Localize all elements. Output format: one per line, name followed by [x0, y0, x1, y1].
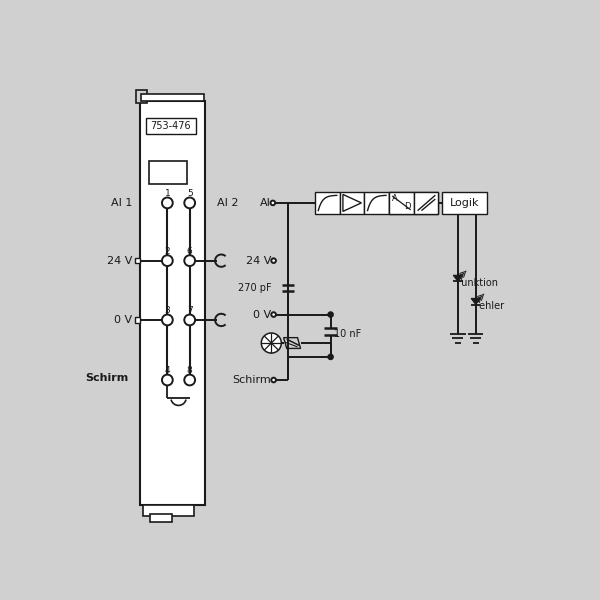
Circle shape	[262, 333, 281, 353]
Circle shape	[162, 314, 173, 325]
Text: 753-476: 753-476	[151, 121, 191, 131]
Bar	[149, 161, 187, 184]
Circle shape	[162, 197, 173, 208]
Circle shape	[328, 355, 333, 359]
Bar	[136, 91, 146, 103]
Text: 270 pF: 270 pF	[238, 283, 271, 293]
Text: A: A	[392, 194, 398, 203]
Bar	[135, 258, 140, 263]
Text: 0 V: 0 V	[253, 310, 271, 320]
Text: 5: 5	[187, 189, 193, 198]
Circle shape	[271, 312, 276, 317]
Bar	[260, 332, 282, 354]
Text: AI 2: AI 2	[217, 198, 239, 208]
Text: 3: 3	[164, 306, 170, 315]
Bar	[442, 192, 487, 214]
Text: 24 V: 24 V	[246, 256, 271, 266]
Circle shape	[271, 377, 276, 382]
Circle shape	[184, 197, 195, 208]
Polygon shape	[453, 275, 463, 281]
Circle shape	[184, 255, 195, 266]
Circle shape	[271, 259, 276, 263]
Text: 24 V: 24 V	[107, 256, 132, 266]
Bar	[140, 101, 205, 505]
Bar	[389, 192, 414, 214]
Text: 8: 8	[187, 366, 193, 375]
Circle shape	[162, 255, 173, 266]
Text: 4: 4	[164, 366, 170, 375]
Text: Logik: Logik	[450, 198, 479, 208]
Bar	[146, 118, 196, 134]
Text: D: D	[404, 202, 411, 211]
Bar	[143, 505, 194, 515]
Circle shape	[184, 374, 195, 385]
Circle shape	[271, 200, 275, 205]
Text: AI: AI	[260, 198, 271, 208]
Bar	[141, 94, 203, 101]
Circle shape	[328, 312, 333, 317]
Text: 7: 7	[187, 306, 193, 315]
Text: 1: 1	[164, 189, 170, 198]
Text: Funktion: Funktion	[457, 278, 499, 289]
Bar	[414, 192, 439, 214]
Text: Schirm: Schirm	[86, 373, 129, 383]
Circle shape	[162, 374, 173, 385]
Text: 6: 6	[187, 247, 193, 256]
Bar	[389, 192, 414, 214]
Text: 0 V: 0 V	[114, 315, 132, 325]
Text: Schirm: Schirm	[233, 375, 271, 385]
Polygon shape	[471, 298, 481, 305]
Bar	[135, 317, 140, 323]
Text: Fehler: Fehler	[474, 301, 505, 311]
Text: 2: 2	[164, 247, 170, 256]
Bar	[315, 192, 340, 214]
Text: AI 1: AI 1	[110, 198, 132, 208]
Bar	[340, 192, 364, 214]
Bar	[151, 514, 172, 521]
Text: 10 nF: 10 nF	[334, 329, 362, 339]
Bar	[364, 192, 389, 214]
Bar	[414, 192, 439, 214]
Circle shape	[184, 314, 195, 325]
